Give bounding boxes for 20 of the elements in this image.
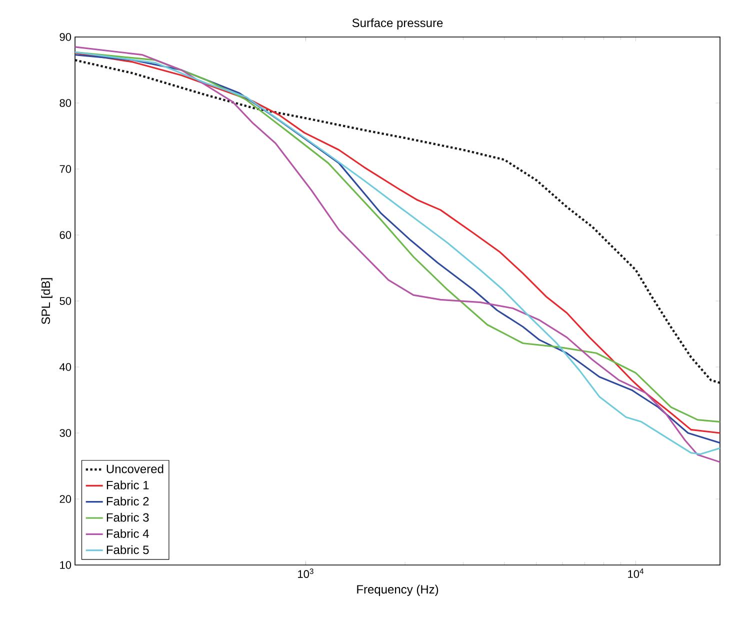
chart-title: Surface pressure <box>352 18 443 30</box>
legend-label: Fabric 3 <box>106 512 149 522</box>
x-tick-label: 10$^{3}$ <box>298 568 314 578</box>
y-axis-title: SPL [dB] <box>41 278 52 324</box>
y-tick-label: 40 <box>60 363 72 371</box>
legend-label: Fabric 4 <box>106 529 149 538</box>
y-tick-label: 90 <box>60 33 72 41</box>
y-tick-label: 80 <box>60 99 72 107</box>
legend-label: Fabric 1 <box>106 480 149 490</box>
x-tick-label: 10$^{4}$ <box>628 568 644 578</box>
legend-label: Fabric 2 <box>106 496 149 506</box>
x-axis-title: Frequency (Hz) <box>357 584 438 596</box>
y-tick-label: 20 <box>60 495 72 503</box>
legend-label: Uncovered <box>106 464 164 474</box>
legend-label: Fabric 5 <box>106 545 149 554</box>
y-tick-label: 10 <box>60 561 72 569</box>
y-tick-label: 70 <box>60 165 72 173</box>
y-tick-label: 50 <box>60 297 72 305</box>
y-tick-label: 30 <box>60 429 72 437</box>
y-tick-label: 60 <box>60 231 72 239</box>
